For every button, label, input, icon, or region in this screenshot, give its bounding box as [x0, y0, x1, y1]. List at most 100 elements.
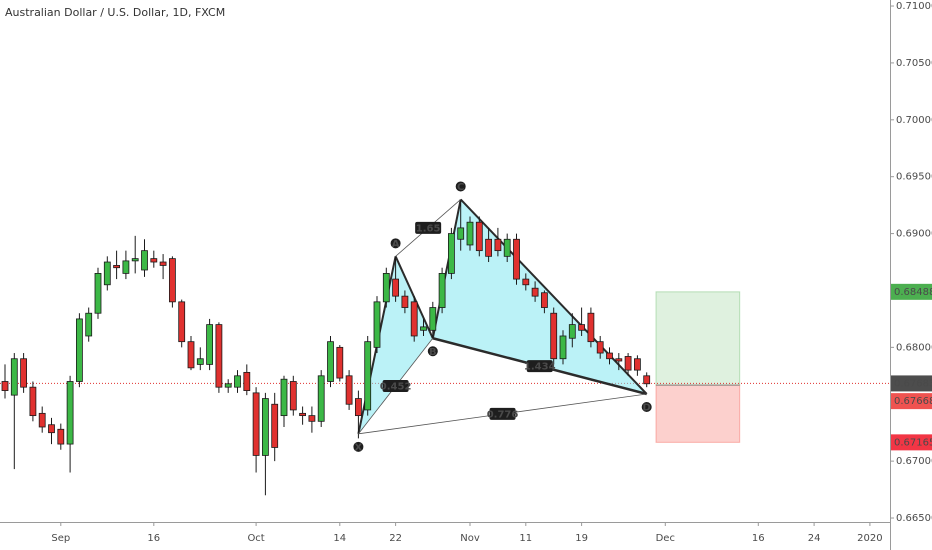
chart-title: Australian Dollar / U.S. Dollar, 1D, FXC…	[5, 6, 225, 19]
candle-body	[494, 238, 502, 252]
candle-body	[466, 221, 474, 246]
ratio-badge-bg	[489, 407, 516, 420]
point-label: C	[457, 182, 464, 193]
x-tick-label: Dec	[656, 533, 675, 544]
candle-body	[447, 233, 455, 274]
price-badge	[891, 283, 932, 300]
price-badge-label: 0.67683	[894, 378, 932, 389]
candle-body	[559, 335, 567, 360]
ratio-badge: 0.452	[380, 380, 412, 393]
candle-body	[10, 358, 18, 396]
candle-body	[364, 341, 372, 411]
candle-body	[513, 238, 520, 280]
candle-body	[457, 227, 465, 240]
ratio-label: 1.65	[416, 223, 441, 234]
x-tick-label: 11	[519, 533, 532, 544]
candle-body	[308, 415, 316, 422]
point-label: X	[355, 442, 363, 453]
candle-body	[94, 273, 102, 314]
candle-body	[187, 341, 195, 369]
point-badge	[641, 402, 652, 413]
candle-body	[382, 273, 390, 303]
ratio-badge-bg	[382, 380, 409, 393]
candle-body	[168, 258, 176, 303]
candle-body	[420, 326, 427, 331]
candle-body	[159, 261, 167, 266]
candle-body	[280, 378, 288, 417]
x-tick-label: Sep	[51, 533, 70, 544]
ratio-badge-bg	[415, 221, 442, 234]
ratio-badge-bg	[526, 360, 553, 373]
x-tick-label: Nov	[460, 533, 480, 544]
x-tick-label: 14	[333, 533, 346, 544]
candle-body	[234, 375, 241, 388]
y-tick-label: 0.71000	[896, 1, 932, 12]
candle-body	[85, 312, 93, 337]
candle-body	[354, 398, 362, 417]
ratio-label: 0.776	[487, 409, 519, 420]
candle-body	[131, 258, 139, 262]
candle-body	[113, 265, 120, 269]
point-badge	[455, 181, 466, 192]
candle-body	[503, 238, 511, 257]
candle-body	[596, 341, 604, 354]
candle-body	[317, 375, 325, 422]
price-badge-label: 0.67165	[894, 437, 932, 448]
x-tick-label: 2020	[857, 533, 882, 544]
candle-body	[345, 375, 353, 405]
candle-body	[373, 301, 381, 348]
pattern-leg	[431, 199, 462, 339]
candle-body	[299, 412, 307, 417]
ratio-badge: 0.776	[487, 407, 519, 420]
candle-body	[438, 273, 446, 308]
price-badge	[891, 375, 932, 392]
candle-body	[624, 356, 632, 371]
candle-body	[1, 381, 9, 391]
candle-body	[541, 292, 548, 308]
candle-body	[224, 383, 232, 388]
loss-zone	[655, 384, 741, 443]
candle-body	[429, 307, 437, 331]
candle-body	[206, 324, 214, 365]
ratio-badge: 1.434	[524, 360, 556, 373]
pattern-leg	[459, 198, 648, 395]
point-label: B	[429, 347, 437, 358]
point-label: A	[392, 239, 400, 250]
candle-body	[178, 301, 186, 343]
candle-body	[475, 221, 483, 252]
candle-body	[522, 278, 530, 286]
x-tick-label: 16	[147, 533, 160, 544]
candle-body	[76, 318, 83, 382]
candle-body	[122, 260, 130, 274]
candle-body	[20, 358, 28, 388]
candle-body	[615, 358, 623, 362]
candle-body	[550, 312, 558, 360]
point-label: D	[643, 403, 651, 414]
candle-body	[243, 371, 251, 391]
candle-body	[57, 428, 65, 445]
x-tick-label: 16	[752, 533, 765, 544]
candle-body	[606, 352, 613, 360]
candle-body	[48, 424, 55, 434]
x-tick-label: 24	[808, 533, 821, 544]
profit-zone	[655, 291, 741, 386]
candle-body	[410, 301, 418, 337]
candle-body	[401, 295, 409, 308]
ratio-label: 0.452	[380, 382, 412, 393]
candle-body	[141, 250, 148, 271]
candle-body	[66, 381, 74, 445]
candle-body	[568, 324, 576, 339]
candle-body	[643, 375, 651, 385]
x-tick-label: Oct	[247, 533, 264, 544]
ratio-badge: 1.65	[415, 221, 442, 234]
price-badge	[891, 434, 932, 451]
candle-body	[261, 398, 269, 456]
candle-body	[531, 287, 539, 297]
x-tick-label: 19	[575, 533, 588, 544]
x-tick-label: 22	[389, 533, 402, 544]
